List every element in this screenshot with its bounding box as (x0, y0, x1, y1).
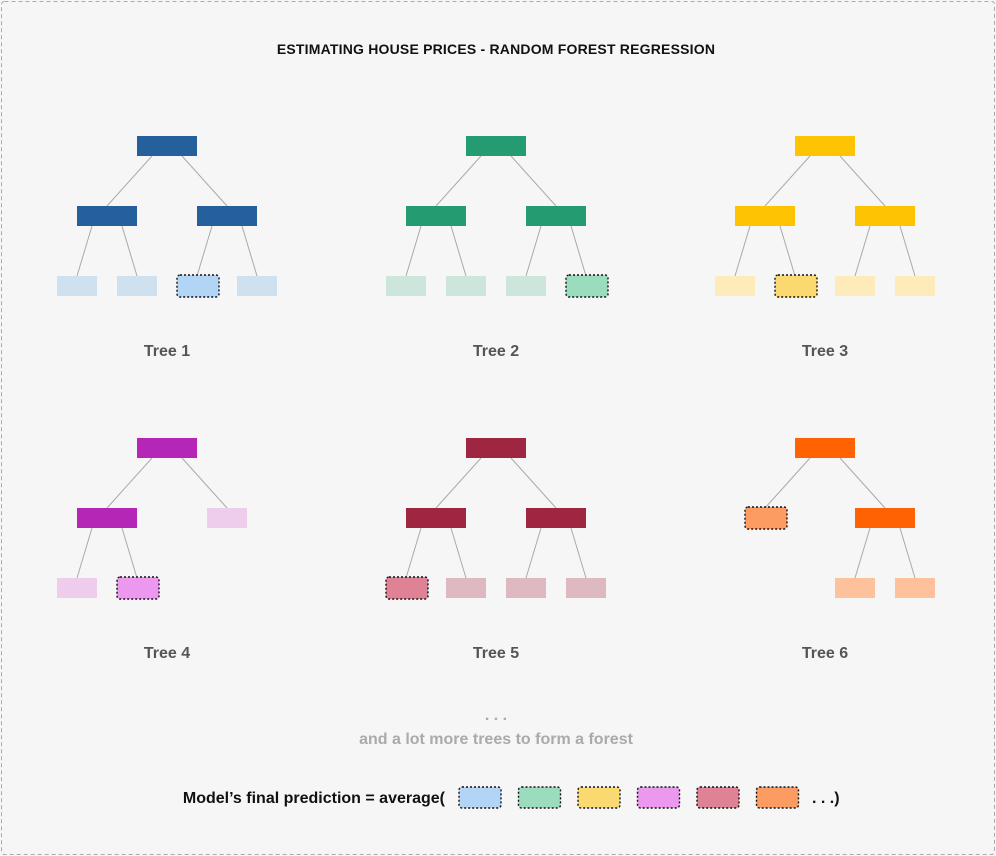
tree-label: Tree 5 (473, 645, 519, 662)
prediction-boxes (458, 786, 800, 809)
tree-edge (764, 457, 811, 509)
tree-edge (764, 155, 811, 207)
decision-node (735, 206, 795, 226)
tree-edge (435, 457, 482, 509)
tree-edge (121, 527, 138, 579)
decision-node (526, 206, 586, 226)
diagram-title: ESTIMATING HOUSE PRICES - RANDOM FOREST … (277, 41, 715, 57)
tree-edge (241, 225, 258, 277)
tree-2: Tree 2 (386, 136, 609, 360)
tree-edge (570, 225, 587, 277)
prediction-box (636, 786, 681, 809)
decision-node (137, 438, 197, 458)
leaf-node (117, 276, 157, 296)
tree-edge (734, 225, 751, 277)
decision-node (855, 206, 915, 226)
selected-leaf-node (176, 274, 220, 298)
prediction-box (696, 786, 740, 809)
leaf-node (835, 578, 875, 598)
leaf-node (566, 578, 606, 598)
leaf-node (715, 276, 755, 296)
tree-edge (839, 155, 886, 207)
prediction-box (517, 786, 562, 809)
decision-node (406, 508, 466, 528)
tree-edge (525, 225, 542, 277)
tree-edge (899, 225, 916, 277)
leaf-node (386, 276, 426, 296)
tree-edge (435, 155, 482, 207)
decision-node (795, 438, 855, 458)
tree-edge (854, 527, 871, 579)
tree-label: Tree 6 (802, 645, 848, 662)
tree-edge (405, 225, 422, 277)
prediction-box (577, 786, 621, 809)
selected-leaf-node (774, 274, 818, 298)
leaf-node (446, 578, 486, 598)
leaf-node (506, 578, 546, 598)
tree-3: Tree 3 (715, 136, 935, 360)
leaf-node (506, 276, 546, 296)
ellipsis-text: . . . (485, 707, 507, 724)
leaf-node (57, 578, 97, 598)
more-trees-text: and a lot more trees to form a forest (359, 731, 634, 748)
tree-edge (196, 225, 213, 277)
leaf-node (895, 276, 935, 296)
decision-node (137, 136, 197, 156)
decision-node (466, 438, 526, 458)
tree-edge (121, 225, 138, 277)
tree-label: Tree 4 (144, 645, 190, 662)
decision-node (855, 508, 915, 528)
tree-5: Tree 5 (385, 438, 606, 662)
leaf-node (57, 276, 97, 296)
selected-leaf-node (565, 274, 609, 298)
tree-edge (450, 527, 467, 579)
tree-edge (76, 527, 93, 579)
leaf-node (446, 276, 486, 296)
decision-node (466, 136, 526, 156)
tree-edge (779, 225, 796, 277)
selected-leaf-node (385, 576, 429, 600)
tree-edge (181, 457, 228, 509)
decision-node (197, 206, 257, 226)
trees: Tree 1 Tree 2 Tree 3 Tree 4 Tree 5 Tree 6 (57, 136, 935, 662)
tree-6: Tree 6 (744, 438, 935, 662)
tree-edge (76, 225, 93, 277)
tree-edge (854, 225, 871, 277)
tree-label: Tree 1 (144, 343, 190, 360)
prediction-suffix: . . .) (812, 790, 840, 807)
tree-edge (510, 457, 557, 509)
decision-node (77, 206, 137, 226)
selected-leaf-node (116, 576, 160, 600)
tree-label: Tree 3 (802, 343, 848, 360)
leaf-node (237, 276, 277, 296)
prediction-box (458, 786, 502, 809)
leaf-node (835, 276, 875, 296)
tree-label: Tree 2 (473, 343, 519, 360)
tree-edge (525, 527, 542, 579)
selected-leaf-node (744, 506, 788, 530)
tree-edge (106, 155, 153, 207)
tree-edge (405, 527, 422, 579)
decision-node (795, 136, 855, 156)
prediction-prefix: Model’s final prediction = average( (183, 790, 446, 807)
tree-edge (899, 527, 916, 579)
decision-node (526, 508, 586, 528)
tree-edge (450, 225, 467, 277)
tree-edge (106, 457, 153, 509)
tree-edge (839, 457, 886, 509)
tree-edge (570, 527, 587, 579)
tree-edge (181, 155, 228, 207)
decision-node (406, 206, 466, 226)
prediction-box (755, 786, 800, 809)
tree-4: Tree 4 (57, 438, 247, 662)
leaf-node (895, 578, 935, 598)
decision-node (77, 508, 137, 528)
tree-edge (510, 155, 557, 207)
tree-1: Tree 1 (57, 136, 277, 360)
leaf-node (207, 508, 247, 528)
